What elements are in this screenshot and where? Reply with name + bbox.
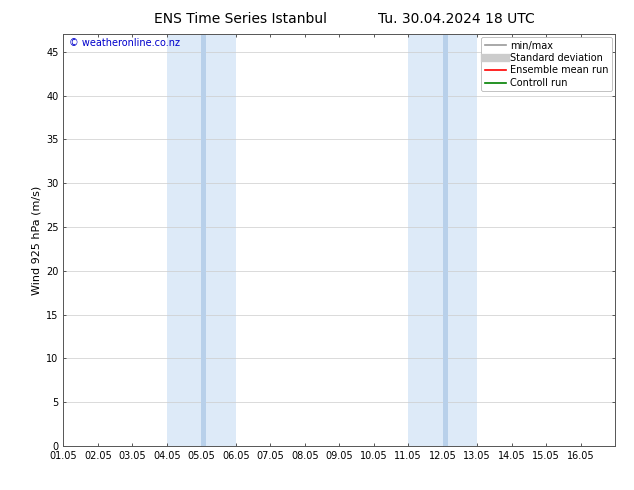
Text: Tu. 30.04.2024 18 UTC: Tu. 30.04.2024 18 UTC [378, 12, 535, 26]
Bar [167, 34, 236, 446]
Bar [408, 34, 477, 446]
Bar [443, 34, 448, 446]
Text: © weatheronline.co.nz: © weatheronline.co.nz [69, 38, 180, 49]
Text: ENS Time Series Istanbul: ENS Time Series Istanbul [155, 12, 327, 26]
Bar [202, 34, 207, 446]
Legend: min/max, Standard deviation, Ensemble mean run, Controll run: min/max, Standard deviation, Ensemble me… [481, 37, 612, 91]
Y-axis label: Wind 925 hPa (m/s): Wind 925 hPa (m/s) [32, 186, 42, 294]
